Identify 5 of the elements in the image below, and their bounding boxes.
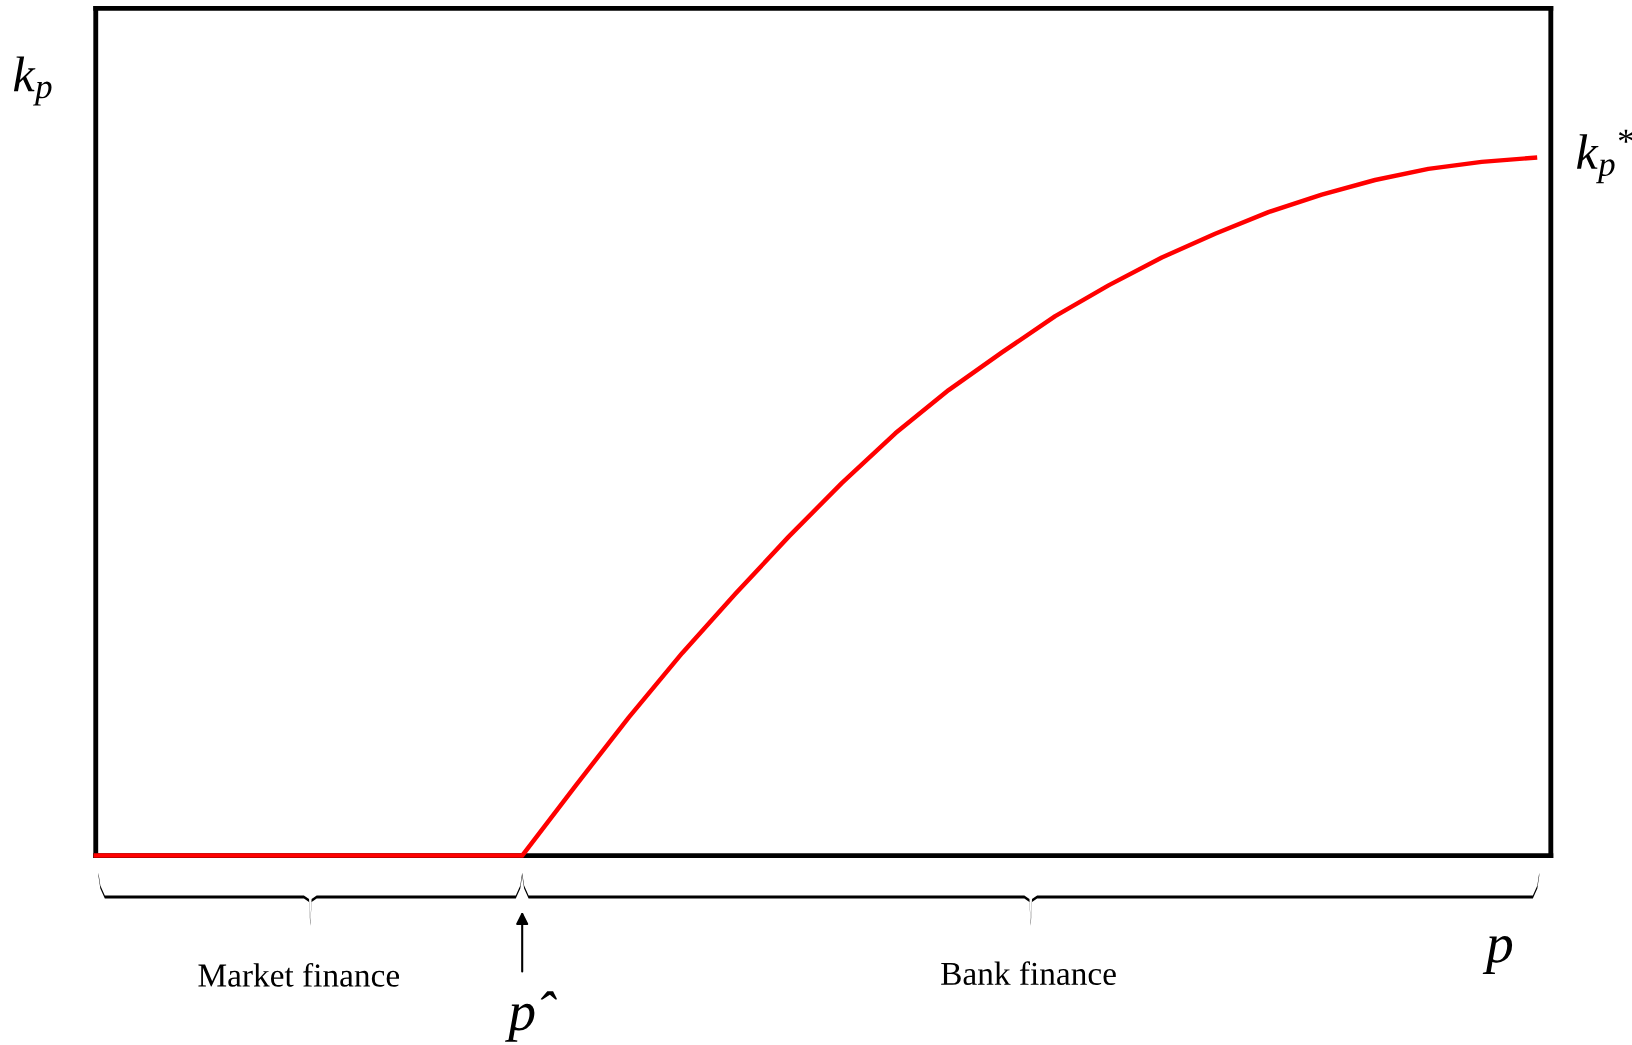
text: Bank finance [941, 961, 1116, 986]
x-axis-title: p [1482, 935, 1513, 974]
text: Market finance [198, 962, 399, 987]
text: p̂ [505, 991, 557, 1042]
y-axis-title: k$_{p}$ [13, 56, 52, 106]
